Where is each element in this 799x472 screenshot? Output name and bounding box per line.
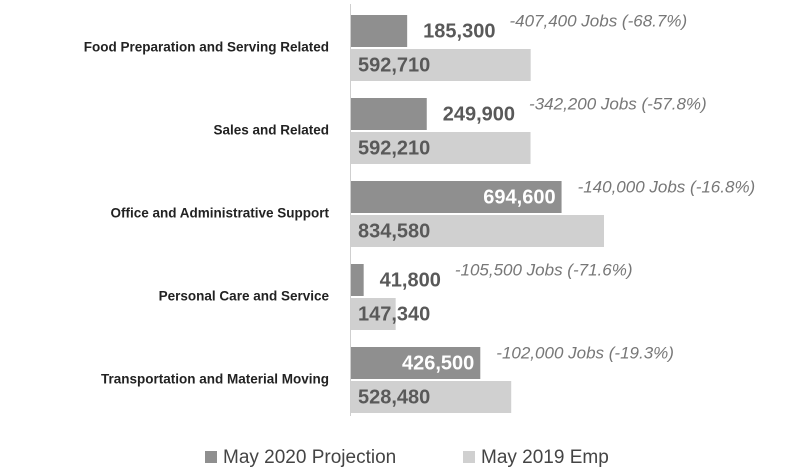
bar: [351, 181, 562, 213]
bar: [351, 132, 531, 164]
legend-swatch: [205, 451, 217, 463]
value-label: 592,210: [358, 137, 430, 159]
value-label: 426,500: [402, 352, 474, 374]
legend-label: May 2019 Emp: [481, 447, 609, 468]
annotation: -342,200 Jobs (-57.8%): [529, 94, 707, 113]
value-label: 249,900: [443, 103, 515, 125]
value-label: 834,580: [358, 220, 430, 242]
bar: [351, 49, 531, 81]
bar: [351, 215, 604, 247]
legend-swatch: [463, 451, 475, 463]
legend-label: May 2020 Projection: [223, 447, 396, 468]
category-label: Office and Administrative Support: [110, 206, 329, 221]
annotation: -407,400 Jobs (-68.7%): [509, 11, 687, 30]
annotation: -102,000 Jobs (-19.3%): [496, 343, 674, 362]
bar: [351, 298, 396, 330]
category-label: Transportation and Material Moving: [101, 372, 329, 387]
value-label: 592,710: [358, 54, 430, 76]
category-label: Personal Care and Service: [159, 289, 330, 304]
bar: [351, 347, 481, 379]
value-label: 185,300: [423, 20, 495, 42]
annotation: -105,500 Jobs (-71.6%): [455, 260, 633, 279]
value-label: 528,480: [358, 386, 430, 408]
value-label: 41,800: [380, 269, 441, 291]
value-label: 147,340: [358, 303, 430, 325]
category-label: Sales and Related: [213, 123, 329, 138]
value-label: 694,600: [483, 186, 555, 208]
bar: [351, 264, 364, 296]
annotation: -140,000 Jobs (-16.8%): [578, 177, 756, 196]
bar: [351, 15, 408, 47]
bar: [351, 381, 512, 413]
category-label: Food Preparation and Serving Related: [84, 40, 329, 55]
bar: [351, 98, 427, 130]
